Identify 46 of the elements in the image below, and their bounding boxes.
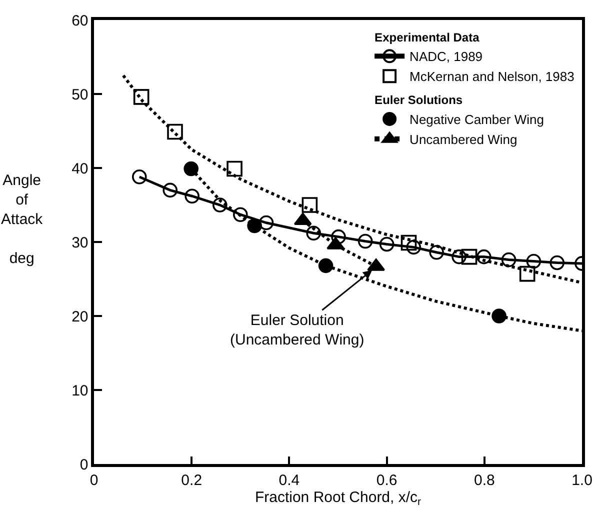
point [550,255,565,270]
point [331,229,346,244]
point [429,244,444,260]
point [167,124,183,140]
y-tick-label: 20 [72,308,88,326]
text: Angle of Attack deg [1,172,43,267]
legend-label: Uncambered Wing [410,132,518,147]
point [162,182,178,198]
point [476,249,492,264]
legend-label: Negative Camber Wing [410,112,544,128]
y-tick-label: 30 [72,234,88,252]
point [358,234,373,249]
point [400,234,417,251]
point [306,226,321,241]
point [132,169,147,184]
x-axis-title: Fraction Root Chord, x/c$_{r}$ [254,488,422,508]
y-tick-label: 40 [72,160,88,178]
point [133,89,150,105]
point [526,254,542,269]
annotation: Euler Solution (Uncambered Wing) [230,312,364,348]
y-tick-label: 60 [72,12,88,30]
point [461,248,478,265]
x-tick-label: 0.4 [278,472,300,489]
point [226,160,242,177]
x-tick-label: 0.2 [181,472,202,489]
point [501,252,516,268]
point [184,188,200,204]
annotation: Euler Solutions [374,93,463,108]
y-tick-label: 50 [72,86,88,104]
y-tick-label: 10 [72,382,88,400]
y-tick-label: 0 [80,456,88,474]
x-tick-label: 0.8 [474,472,495,489]
point [452,249,466,264]
annotation: Experimental Data [374,30,480,44]
point [406,240,422,255]
point [379,236,394,252]
point [184,161,199,176]
point [233,207,248,222]
x-tick-label: 0.6 [376,472,398,489]
point [258,215,274,230]
point [212,198,228,212]
point [302,197,318,213]
legend-label: NADC, 1989 [410,49,483,64]
point [519,266,536,282]
x-tick-label: 1.0 [572,472,592,489]
legend-label: McKernan and Nelson, 1983 [410,69,574,84]
